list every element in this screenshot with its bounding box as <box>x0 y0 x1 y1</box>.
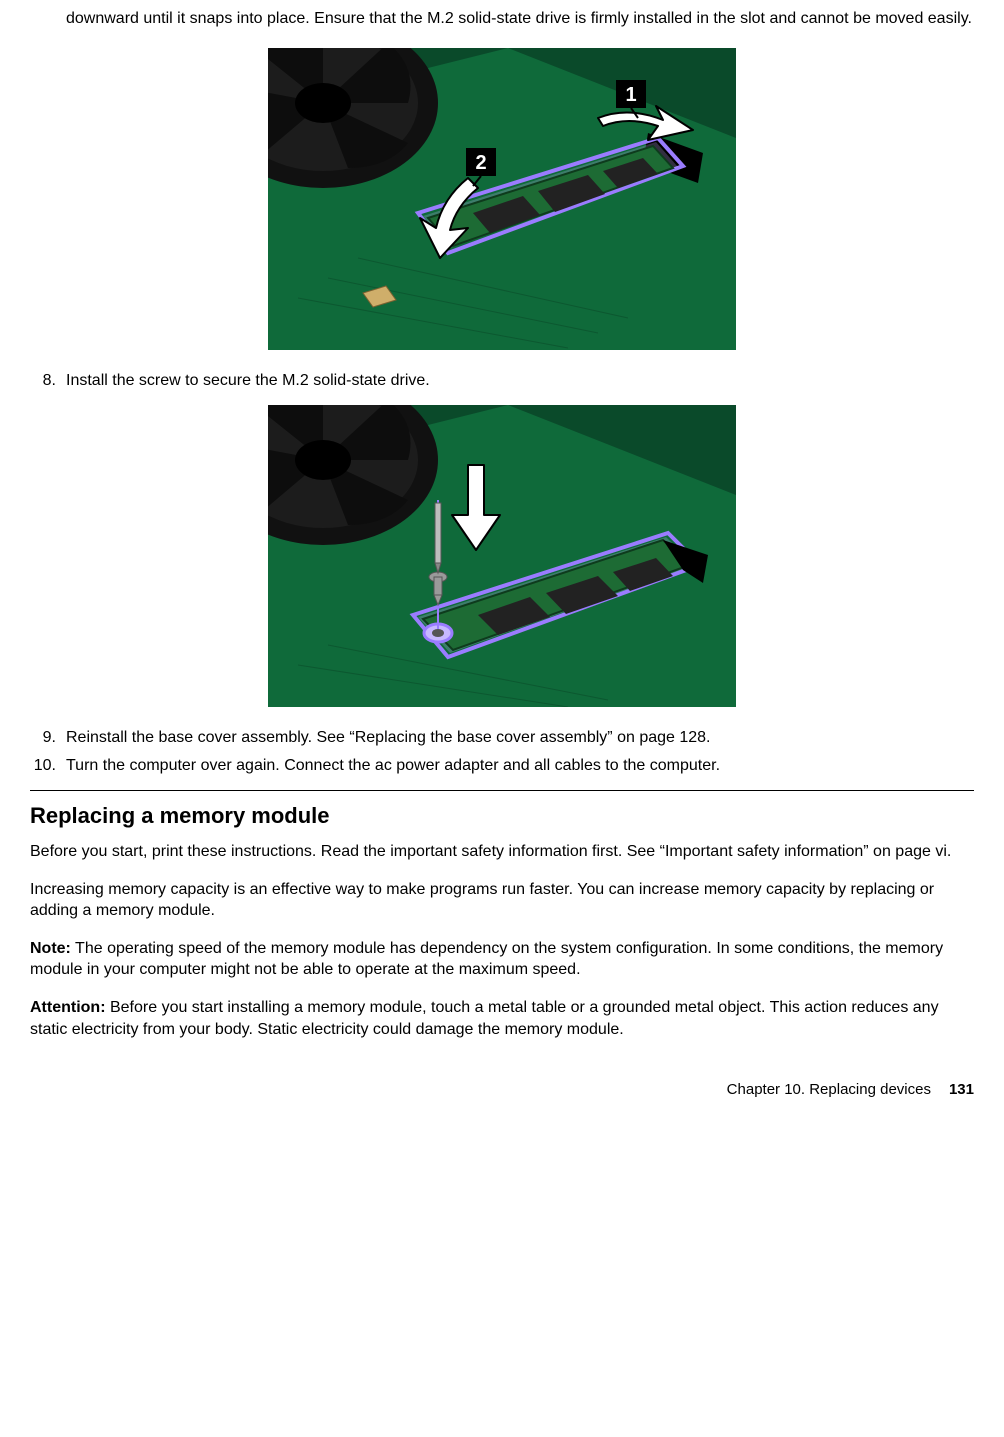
step-8: 8. Install the screw to secure the M.2 s… <box>30 370 974 392</box>
step-partial-text: downward until it snaps into place. Ensu… <box>66 8 974 30</box>
page-footer: Chapter 10. Replacing devices 131 <box>30 1080 974 1100</box>
step-9-number: 9. <box>30 727 66 749</box>
diagram-1-container: 1 2 <box>30 48 974 350</box>
section-divider <box>30 790 974 791</box>
step-10: 10. Turn the computer over again. Connec… <box>30 755 974 777</box>
svg-text:1: 1 <box>625 84 636 106</box>
step-9-text: Reinstall the base cover assembly. See “… <box>66 727 974 749</box>
ssd-screw-diagram <box>268 405 736 707</box>
section-note: Note: The operating speed of the memory … <box>30 938 974 981</box>
footer-chapter: Chapter 10. Replacing devices <box>727 1080 931 1100</box>
section-attention: Attention: Before you start installing a… <box>30 997 974 1040</box>
ssd-insert-diagram: 1 2 <box>268 48 736 350</box>
note-text: The operating speed of the memory module… <box>30 940 943 979</box>
step-9: 9. Reinstall the base cover assembly. Se… <box>30 727 974 749</box>
attention-text: Before you start installing a memory mod… <box>30 999 939 1038</box>
note-label: Note: <box>30 940 71 957</box>
svg-text:2: 2 <box>475 152 486 174</box>
section-para-1: Before you start, print these instructio… <box>30 841 974 863</box>
step-10-number: 10. <box>30 755 66 777</box>
diagram-2-container <box>30 405 974 707</box>
attention-label: Attention: <box>30 999 106 1016</box>
footer-page-number: 131 <box>949 1080 974 1100</box>
step-8-text: Install the screw to secure the M.2 soli… <box>66 370 974 392</box>
step-8-number: 8. <box>30 370 66 392</box>
step-10-text: Turn the computer over again. Connect th… <box>66 755 974 777</box>
section-heading: Replacing a memory module <box>30 801 974 831</box>
section-para-2: Increasing memory capacity is an effecti… <box>30 879 974 922</box>
